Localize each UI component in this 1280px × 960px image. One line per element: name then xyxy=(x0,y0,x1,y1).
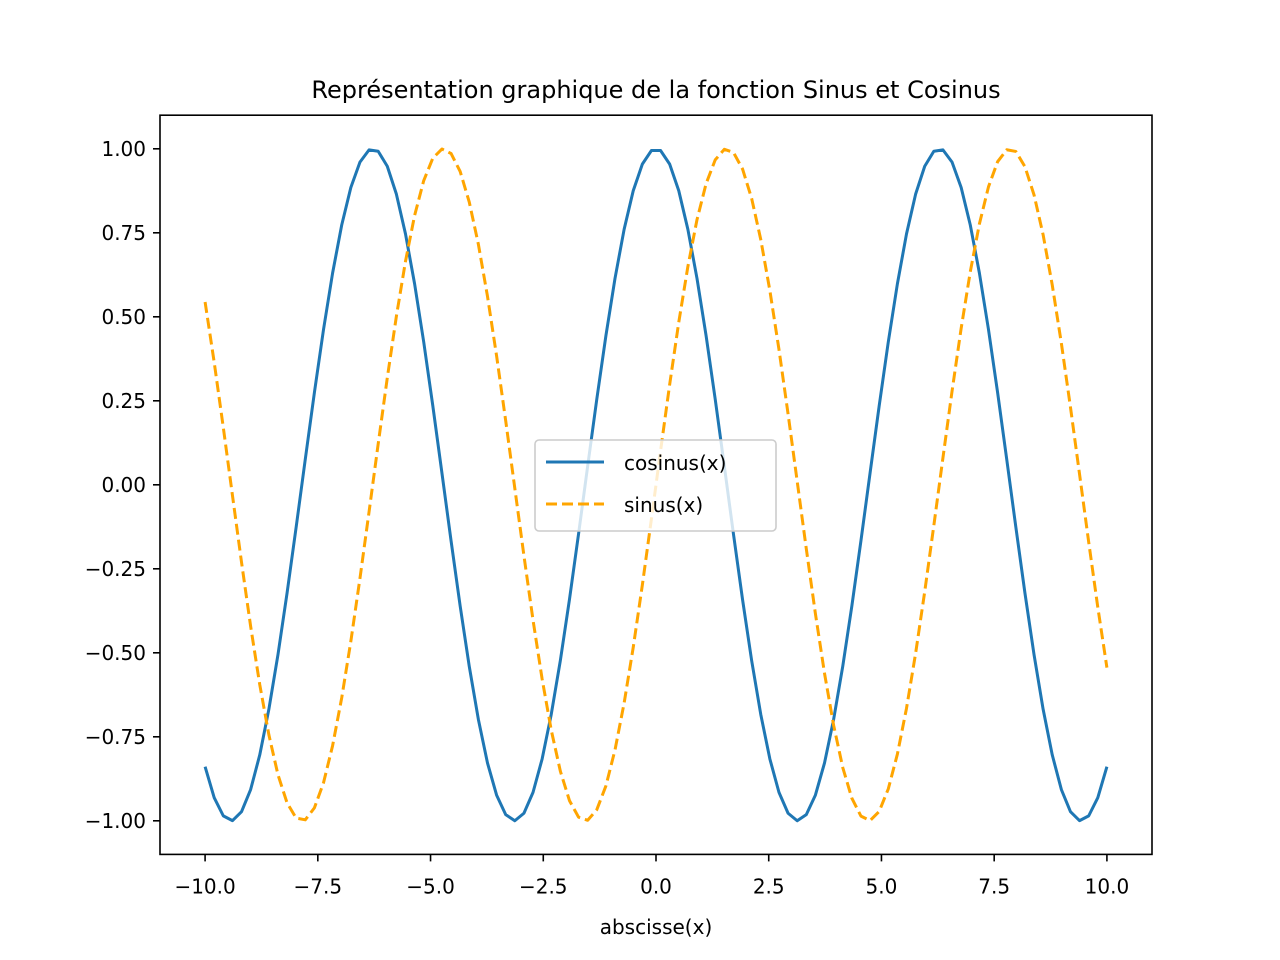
x-tick-label: 5.0 xyxy=(866,874,898,898)
x-axis: −10.0 −7.5 −5.0 −2.5 0.0 2.5 5.0 7.5 10.0 xyxy=(174,854,1129,898)
y-tick-label: 0.75 xyxy=(101,221,146,245)
x-tick-label: −2.5 xyxy=(519,874,568,898)
x-tick-label: 10.0 xyxy=(1085,874,1130,898)
series-line-cosinus xyxy=(203,148,1109,823)
x-axis-label: abscisse(x) xyxy=(600,915,713,939)
y-tick-label: 0.00 xyxy=(101,473,146,497)
y-tick-label: −0.50 xyxy=(85,641,146,665)
y-axis: −1.00 −0.75 −0.50 −0.25 0.00 0.25 0.50 0.75 1.00 xyxy=(85,137,160,833)
y-tick-label: 0.50 xyxy=(101,305,146,329)
x-tick-label: 7.5 xyxy=(978,874,1010,898)
y-tick-label: 1.00 xyxy=(101,137,146,161)
legend: cosinus(x) sinus(x) xyxy=(534,439,777,532)
series-layer xyxy=(203,147,1109,823)
x-tick-label: −5.0 xyxy=(406,874,455,898)
y-tick-label: −1.00 xyxy=(85,809,146,833)
x-tick-label: 2.5 xyxy=(753,874,785,898)
series-line-sinus xyxy=(203,147,1109,823)
chart-title: Représentation graphique de la fonction … xyxy=(311,76,1000,104)
x-tick-label: −7.5 xyxy=(294,874,343,898)
x-tick-label: −10.0 xyxy=(174,874,235,898)
legend-label-sinus: sinus(x) xyxy=(624,493,703,517)
y-tick-label: −0.75 xyxy=(85,725,146,749)
x-tick-label: 0.0 xyxy=(640,874,672,898)
y-tick-label: −0.25 xyxy=(85,557,146,581)
y-tick-label: 0.25 xyxy=(101,389,146,413)
legend-label-cosinus: cosinus(x) xyxy=(624,451,726,475)
